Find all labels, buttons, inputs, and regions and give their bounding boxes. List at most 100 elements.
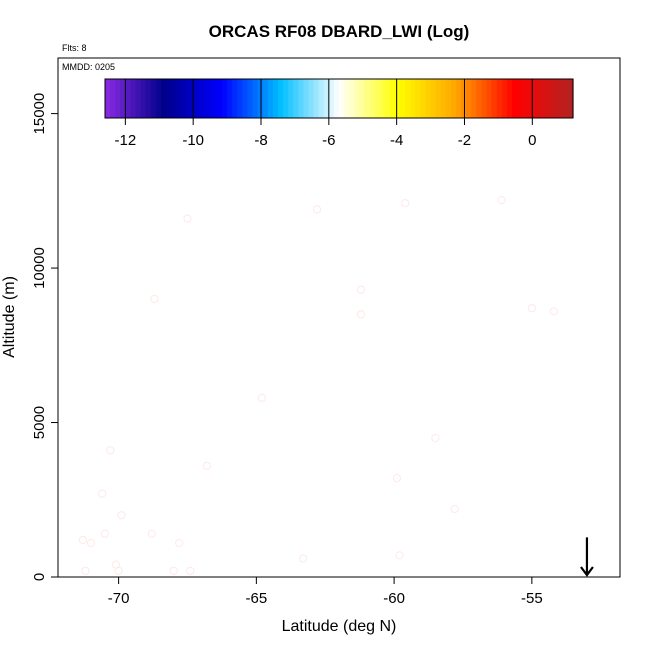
sample-point: [312, 205, 322, 214]
colorbar-swatch: [211, 79, 218, 118]
colorbar-swatch: [537, 79, 544, 118]
sample-point: [150, 294, 159, 304]
colorbar-swatch: [511, 79, 518, 118]
x-tick-label: -55: [521, 590, 543, 607]
colorbar-swatch: [410, 79, 416, 118]
colorbar-swatch: [567, 79, 574, 118]
colorbar-swatch: [277, 79, 284, 118]
x-axis-label: Latitude (deg N): [282, 618, 397, 635]
colorbar-swatch: [257, 79, 264, 118]
y-tick-label: 15000: [31, 93, 48, 135]
colorbar-swatch: [400, 79, 406, 118]
colorbar-swatch: [252, 79, 259, 118]
sample-point: [114, 566, 123, 575]
colorbar-swatch: [415, 79, 421, 118]
colorbar-tick-label: 0: [528, 132, 536, 149]
colorbar-swatch: [445, 79, 452, 118]
sample-point: [78, 535, 87, 545]
colorbar-swatch: [461, 79, 467, 118]
colorbar-swatch: [430, 79, 437, 118]
colorbar-swatch: [222, 79, 228, 118]
colorbar-swatch: [344, 79, 350, 118]
colorbar-swatch: [425, 79, 432, 118]
sample-point: [106, 446, 115, 455]
colorbar-swatch: [166, 79, 172, 118]
sample-point: [81, 566, 90, 575]
colorbar-swatch: [547, 79, 554, 118]
colorbar-swatch: [293, 79, 299, 118]
x-axis: -70 -65 -60 -55: [108, 576, 543, 607]
colorbar-swatch: [562, 79, 569, 118]
colorbar-swatch: [435, 79, 442, 118]
colorbar-swatch: [496, 79, 503, 118]
colorbar-swatch: [110, 79, 116, 118]
colorbar: -12 -10 -8 -6 -4 -2 0: [104, 78, 574, 149]
colorbar-tick-label: -10: [182, 132, 204, 149]
y-axis: 0 5000 10000 15000: [31, 93, 59, 581]
sample-point: [299, 554, 308, 563]
colorbar-swatch: [186, 79, 193, 118]
x-tick-label: -60: [383, 590, 405, 607]
colorbar-swatch: [125, 79, 132, 118]
colorbar-swatch: [171, 79, 177, 118]
colorbar-swatch: [420, 79, 427, 118]
flights-note: Flts: 8: [62, 43, 87, 53]
colorbar-swatch: [323, 79, 330, 118]
colorbar-swatch: [359, 79, 366, 118]
chart-title: ORCAS RF08 DBARD_LWI (Log): [209, 22, 470, 41]
colorbar-swatch: [517, 79, 523, 118]
colorbar-swatch: [379, 79, 386, 118]
colorbar-swatch: [339, 79, 345, 118]
colorbar-swatch: [369, 79, 376, 118]
y-tick-label: 10000: [31, 247, 48, 289]
colorbar-swatch: [501, 79, 508, 118]
sample-point: [100, 529, 109, 538]
x-tick-label: -65: [246, 590, 268, 607]
colorbar-swatch: [522, 79, 528, 118]
colorbar-swatch: [176, 79, 182, 118]
colorbar-swatch: [262, 79, 269, 118]
sample-point: [549, 307, 559, 316]
colorbar-swatch: [242, 79, 249, 118]
colorbar-swatch: [191, 79, 198, 118]
colorbar-swatch: [216, 79, 223, 118]
sample-point: [257, 393, 266, 402]
sample-point: [392, 474, 401, 483]
sample-point: [450, 504, 459, 514]
sample-point: [186, 566, 195, 575]
colorbar-swatch: [552, 79, 559, 118]
sample-point: [431, 433, 440, 443]
sample-point: [356, 310, 366, 319]
colorbar-frame: [104, 78, 574, 119]
colorbar-swatch: [232, 79, 238, 118]
sample-point: [87, 538, 96, 548]
colorbar-swatch: [557, 79, 564, 118]
colorbar-swatch: [308, 79, 315, 118]
colorbar-swatch: [303, 79, 310, 118]
colorbar-swatch: [405, 79, 411, 118]
colorbar-swatch: [354, 79, 360, 118]
colorbar-swatch: [227, 79, 233, 118]
colorbar-swatch: [247, 79, 254, 118]
colorbar-swatch: [313, 79, 320, 118]
sample-point: [497, 196, 506, 205]
colorbar-swatch: [440, 79, 447, 118]
colorbar-swatch: [105, 79, 111, 118]
colorbar-swatch: [542, 79, 549, 118]
colorbar-swatch: [181, 79, 187, 118]
colorbar-swatch: [206, 79, 213, 118]
colorbar-swatch: [389, 79, 396, 118]
sample-point: [117, 511, 126, 520]
colorbar-swatch: [394, 79, 401, 118]
colorbar-tick-label: -6: [322, 132, 335, 149]
sample-point: [202, 461, 211, 470]
sample-point: [169, 566, 178, 575]
sample-point: [147, 529, 156, 538]
sample-point: [527, 304, 536, 313]
colorbar-tick-label: -8: [254, 132, 267, 149]
colorbar-swatch: [130, 79, 137, 118]
colorbar-swatch: [318, 79, 325, 118]
colorbar-swatch: [135, 79, 142, 118]
y-tick-label: 0: [31, 573, 48, 581]
